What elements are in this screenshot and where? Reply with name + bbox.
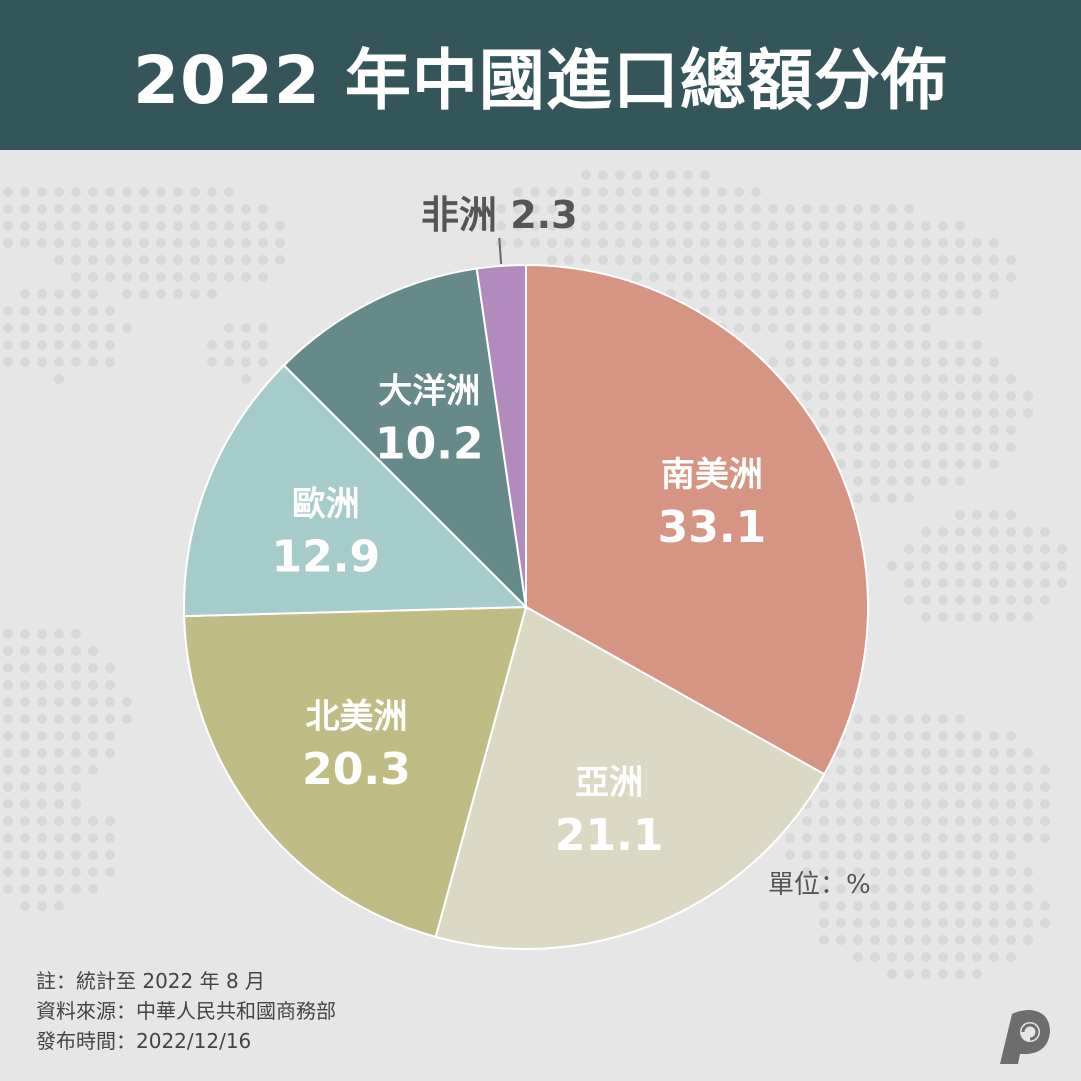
pie-slice (282, 267, 528, 610)
slice-value: 12.9 (272, 531, 381, 582)
source-text: 資料來源：中華人民共和國商務部 (36, 999, 336, 1023)
slice-label: 歐洲 (292, 484, 360, 524)
slice-value: 33.1 (658, 502, 767, 553)
note-text: 註：統計至 2022 年 8 月 (36, 969, 266, 993)
page-title: 2022 年中國進口總額分佈 (133, 42, 948, 119)
slice-value: 10.2 (375, 418, 484, 469)
unit-label: 單位：% (768, 870, 871, 900)
pie-slice (183, 363, 529, 618)
slice-label: 南美洲 (661, 455, 763, 495)
publisher-logo-icon (1000, 1010, 1050, 1064)
footer-notes: 註：統計至 2022 年 8 月 資料來源：中華人民共和國商務部 發布時間：20… (36, 966, 336, 1056)
header-bar: 2022 年中國進口總額分佈 (0, 0, 1081, 150)
leader-line (498, 237, 503, 264)
published-text: 發布時間：2022/12/16 (36, 1029, 252, 1053)
slice-label: 非洲 (421, 193, 510, 237)
pie-slice (183, 605, 528, 939)
slice-value: 2.3 (510, 193, 577, 237)
pie-slice (525, 263, 869, 776)
slice-label: 北美洲 (305, 697, 407, 737)
slice-label: 大洋洲 (378, 371, 480, 411)
pie-slice (434, 605, 826, 950)
pie-slice (475, 263, 527, 608)
slice-label: 亞洲 (575, 763, 643, 803)
slice-value: 21.1 (555, 810, 664, 861)
slice-outside-label: 非洲 2.3 (421, 193, 578, 237)
slice-value: 20.3 (302, 744, 411, 795)
